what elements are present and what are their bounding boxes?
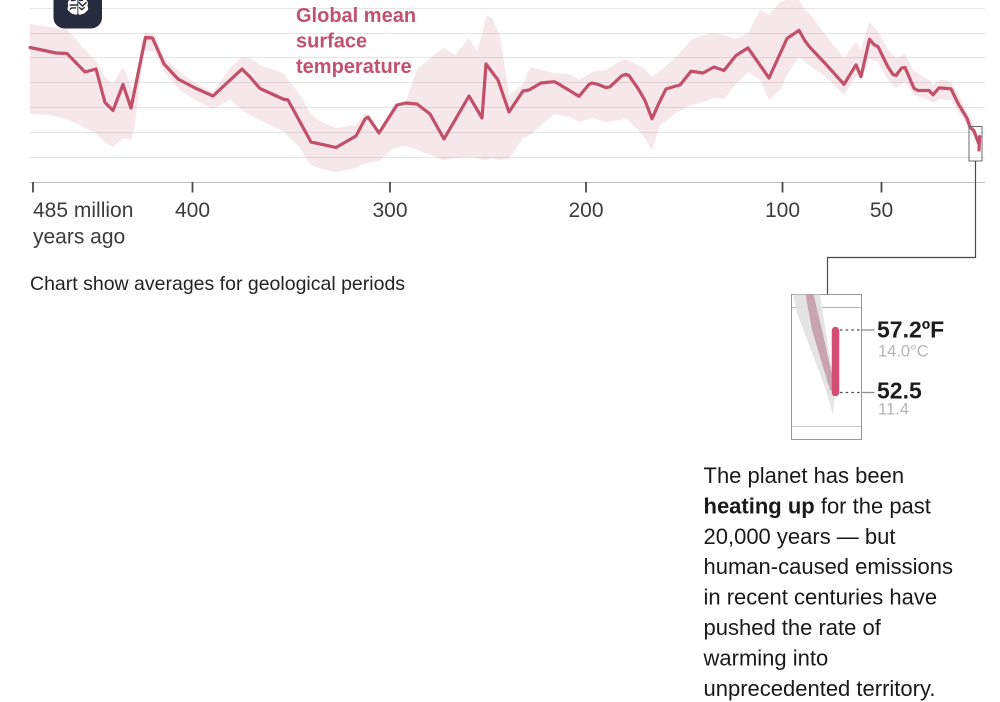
svg-text:200: 200 (568, 199, 603, 222)
svg-text:11.4: 11.4 (878, 401, 909, 419)
svg-text:in recent centuries have: in recent centuries have (704, 585, 938, 610)
svg-text:50: 50 (870, 199, 893, 222)
svg-text:400: 400 (175, 199, 210, 222)
svg-text:14.0°C: 14.0°C (878, 343, 929, 361)
svg-text:pushed the rate of: pushed the rate of (704, 615, 882, 640)
svg-text:300: 300 (372, 199, 407, 222)
svg-text:warming into: warming into (703, 645, 829, 670)
svg-text:heating up for the past: heating up for the past (704, 493, 931, 518)
svg-text:years ago: years ago (33, 226, 125, 249)
svg-text:human-caused emissions: human-caused emissions (704, 554, 953, 579)
svg-text:The planet has been: The planet has been (704, 463, 905, 488)
svg-text:52.5: 52.5 (877, 378, 922, 404)
svg-text:57.2ºF: 57.2ºF (877, 317, 944, 343)
svg-text:unprecedented territory.: unprecedented territory. (704, 676, 936, 701)
svg-text:Global mean: Global mean (296, 5, 416, 27)
svg-text:100: 100 (765, 199, 800, 222)
svg-text:temperature: temperature (296, 56, 412, 78)
svg-text:surface: surface (296, 31, 367, 53)
svg-text:Chart show averages for geolog: Chart show averages for geological perio… (30, 273, 405, 295)
svg-text:485 million: 485 million (33, 199, 133, 222)
svg-text:20,000 years — but: 20,000 years — but (704, 524, 896, 549)
